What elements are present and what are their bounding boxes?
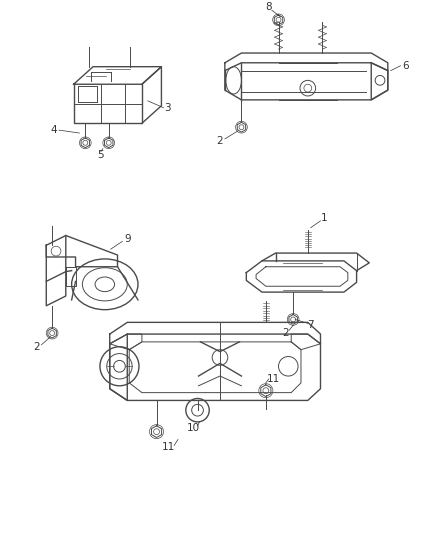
Text: 6: 6 <box>402 61 409 71</box>
Text: 2: 2 <box>217 136 223 146</box>
Text: 2: 2 <box>33 342 40 352</box>
Text: 2: 2 <box>282 328 289 338</box>
Text: 10: 10 <box>187 423 200 433</box>
Text: 8: 8 <box>265 2 272 12</box>
Text: 3: 3 <box>164 103 170 112</box>
Text: 11: 11 <box>267 374 280 384</box>
Text: 9: 9 <box>124 235 131 245</box>
Text: 1: 1 <box>321 213 328 223</box>
Text: 11: 11 <box>162 442 175 453</box>
Text: 7: 7 <box>307 320 314 330</box>
Text: 5: 5 <box>98 150 104 159</box>
Text: 4: 4 <box>51 125 57 135</box>
